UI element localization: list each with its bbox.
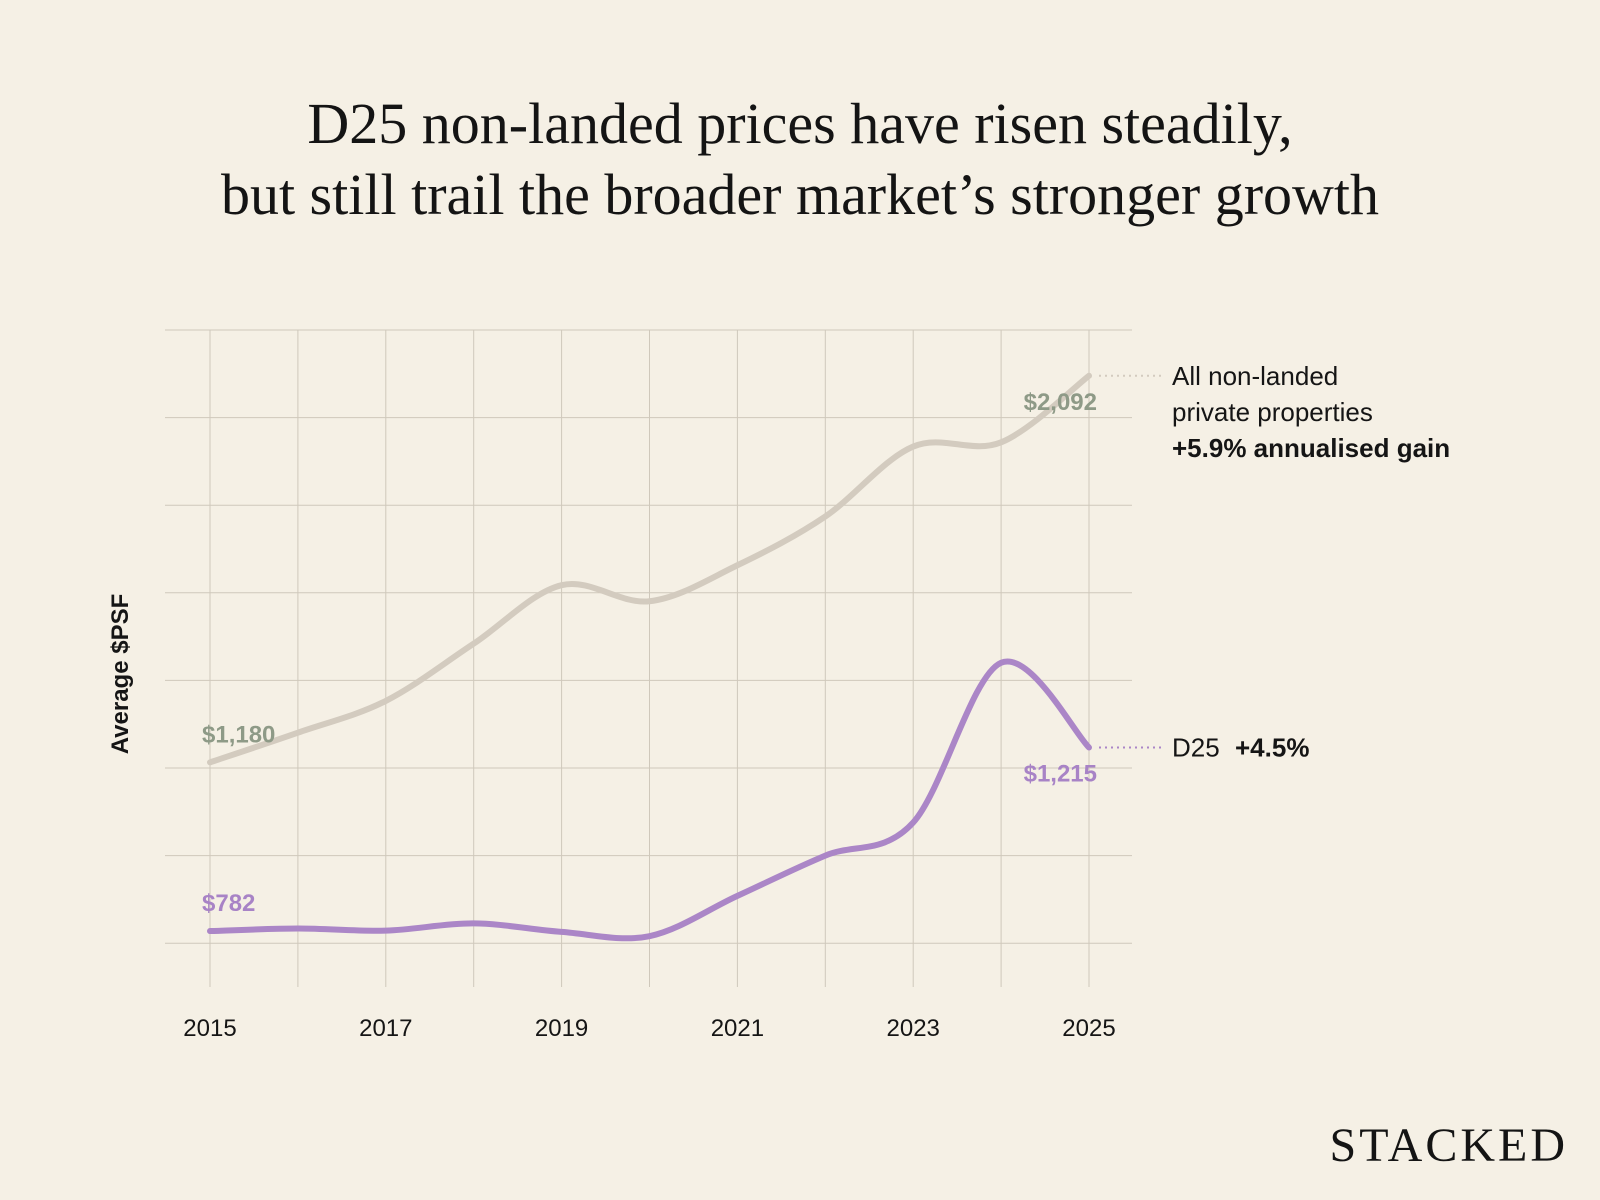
chart-legend: All non-landed private properties +5.9% an… [1099,361,1450,763]
legend-d25-gain: +4.5% [1235,733,1309,763]
x-tick-label-2017: 2017 [359,1015,412,1042]
legend-all-line-2: private properties [1172,397,1373,427]
legend-d25-name: D25 [1172,733,1220,763]
data-label-d25-end: $1,215 [1024,761,1097,788]
data-labels: $1,180 $2,092 $782 $1,215 [202,389,1097,917]
legend-all-gain: +5.9% annualised gain [1172,433,1450,463]
data-label-d25-start: $782 [202,890,255,917]
y-axis-label: Average $PSF [107,594,134,755]
x-axis-tick-labels: 2015 2017 2019 2021 2023 2025 [183,1015,1115,1042]
legend-all-line-1: All non-landed [1172,361,1338,391]
chart-series [207,372,1092,942]
x-tick-label-2023: 2023 [887,1015,940,1042]
chart-grid [165,329,1132,987]
title-line-1: D25 non-landed prices have risen steadil… [307,91,1293,156]
x-tick-label-2021: 2021 [711,1015,764,1042]
x-tick-label-2025: 2025 [1062,1015,1115,1042]
x-tick-label-2015: 2015 [183,1015,236,1042]
data-label-all-end: $2,092 [1024,389,1097,416]
brand-logo: STACKED [1329,1119,1568,1172]
series-line-all [207,372,1092,766]
x-tick-label-2019: 2019 [535,1015,588,1042]
chart-title: D25 non-landed prices have risen steadil… [0,88,1600,230]
series-line-d25 [207,658,1092,942]
data-label-all-start: $1,180 [202,721,275,748]
title-line-2: but still trail the broader market’s str… [220,162,1380,227]
